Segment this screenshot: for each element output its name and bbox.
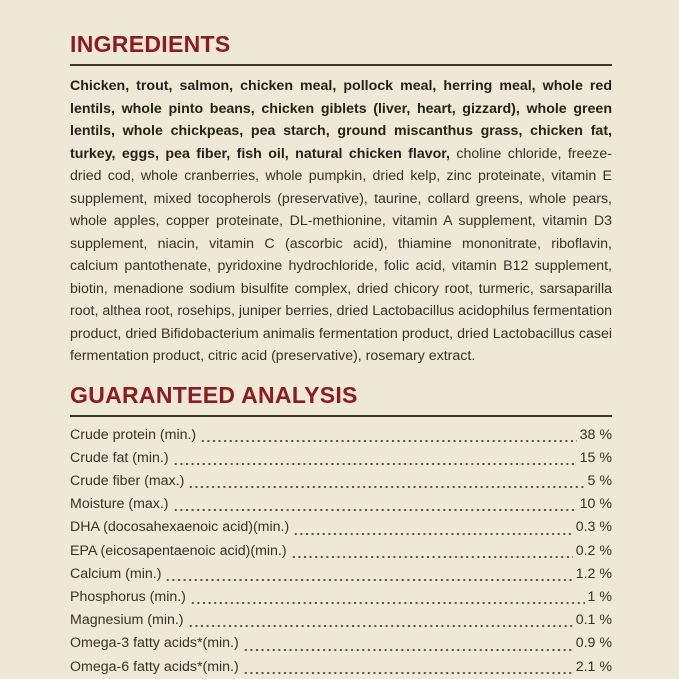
ga-row-value: 0.3 % bbox=[575, 519, 612, 536]
ingredients-secondary-list: choline chloride, freeze-dried cod, whol… bbox=[70, 145, 612, 365]
ga-row: DHA (docosahexaenoic acid)(min.) 0.3 % bbox=[70, 516, 612, 539]
ga-row: Moisture (max.) 10 % bbox=[70, 493, 612, 516]
ga-row-value: 10 % bbox=[579, 496, 612, 513]
ga-row: Omega-6 fatty acids*(min.) 2.1 % bbox=[70, 656, 612, 679]
ga-leader-dots bbox=[242, 648, 573, 651]
guaranteed-analysis-divider bbox=[70, 414, 612, 417]
ga-row-label: Crude fiber (max.) bbox=[70, 472, 185, 489]
ga-row-value: 1.2 % bbox=[575, 565, 612, 582]
ga-row-value: 1 % bbox=[587, 588, 612, 605]
ga-row-label: Crude protein (min.) bbox=[70, 426, 197, 443]
ga-row-value: 0.2 % bbox=[575, 542, 612, 559]
ingredients-text: Chicken, trout, salmon, chicken meal, po… bbox=[70, 75, 612, 368]
ingredients-divider bbox=[70, 64, 612, 66]
ga-row: Phosphorus (min.) 1 % bbox=[70, 586, 612, 609]
ga-row-value: 0.9 % bbox=[575, 635, 612, 652]
ingredients-section: INGREDIENTS Chicken, trout, salmon, chic… bbox=[70, 33, 612, 368]
ingredients-primary-list: Chicken, trout, salmon, chicken meal, po… bbox=[70, 78, 612, 162]
ga-leader-dots bbox=[189, 602, 585, 605]
ga-row-label: DHA (docosahexaenoic acid)(min.) bbox=[70, 519, 290, 536]
ga-row: Crude fat (min.) 15 % bbox=[70, 447, 612, 470]
ga-row-label: Omega-3 fatty acids*(min.) bbox=[70, 635, 239, 652]
ga-row-value: 5 % bbox=[587, 472, 612, 489]
ga-leader-dots bbox=[290, 555, 573, 558]
ga-leader-dots bbox=[172, 462, 577, 465]
ga-leader-dots bbox=[172, 509, 577, 512]
ga-row-value: 15 % bbox=[579, 449, 612, 466]
ga-row: Crude protein (min.) 38 % bbox=[70, 424, 612, 447]
ga-row: Magnesium (min.) 0.1 % bbox=[70, 609, 612, 632]
guaranteed-analysis-section: GUARANTEED ANALYSIS Crude protein (min.)… bbox=[70, 381, 612, 679]
guaranteed-analysis-title: GUARANTEED ANALYSIS bbox=[70, 381, 358, 408]
ga-leader-dots bbox=[200, 439, 577, 442]
ga-row: EPA (eicosapentaenoic acid)(min.) 0.2 % bbox=[70, 540, 612, 563]
ga-row-label: EPA (eicosapentaenoic acid)(min.) bbox=[70, 542, 287, 559]
ga-leader-dots bbox=[187, 625, 573, 628]
ingredients-title: INGREDIENTS bbox=[70, 31, 231, 57]
ga-leader-dots bbox=[165, 578, 573, 581]
ga-row: Omega-3 fatty acids*(min.) 0.9 % bbox=[70, 632, 612, 655]
ga-table: Crude protein (min.) 38 % Crude fat (min… bbox=[70, 424, 612, 679]
ga-row-value: 2.1 % bbox=[575, 658, 612, 675]
ga-leader-dots bbox=[188, 486, 585, 489]
ga-leader-dots bbox=[293, 532, 573, 535]
ga-row-label: Phosphorus (min.) bbox=[70, 588, 186, 605]
ga-row-label: Calcium (min.) bbox=[70, 565, 162, 582]
ga-row-label: Omega-6 fatty acids*(min.) bbox=[70, 658, 239, 675]
ga-row-value: 38 % bbox=[579, 426, 612, 443]
ga-row-value: 0.1 % bbox=[575, 612, 612, 629]
ga-leader-dots bbox=[242, 671, 573, 674]
ga-row: Crude fiber (max.) 5 % bbox=[70, 470, 612, 493]
ga-row-label: Magnesium (min.) bbox=[70, 612, 184, 629]
ga-row-label: Moisture (max.) bbox=[70, 496, 169, 513]
ga-row: Calcium (min.) 1.2 % bbox=[70, 563, 612, 586]
ga-row-label: Crude fat (min.) bbox=[70, 449, 169, 466]
